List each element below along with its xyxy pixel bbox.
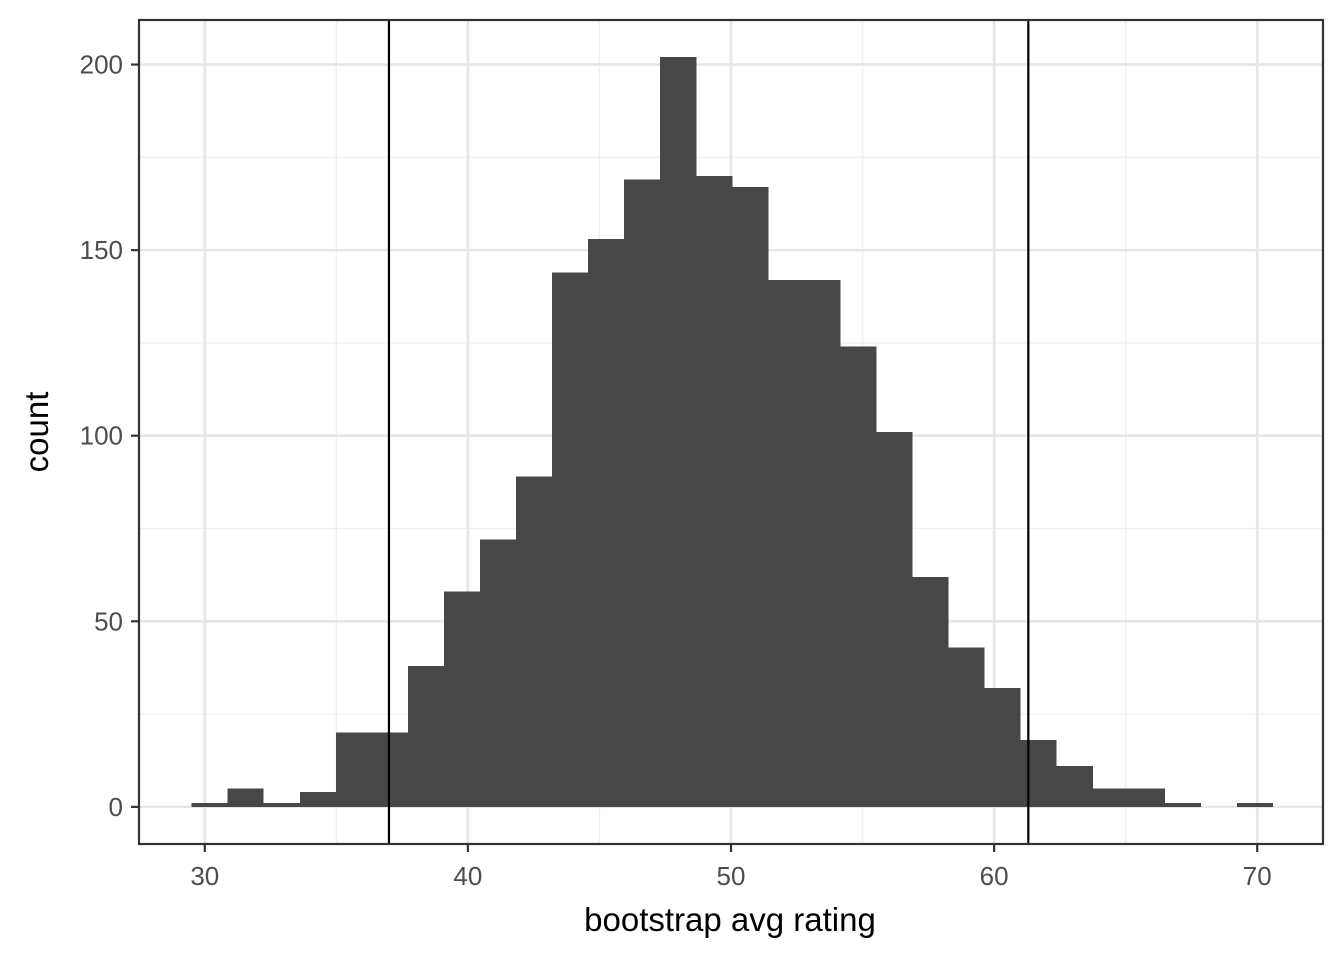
- interval-lines: [387, 20, 1030, 844]
- x-tick-label: 40: [453, 861, 482, 891]
- histogram-bar: [948, 647, 985, 807]
- histogram-bar: [335, 732, 372, 807]
- x-axis: 30 40 50 60 70: [190, 844, 1272, 891]
- x-tick-label: 50: [717, 861, 746, 891]
- histogram-bar: [1092, 788, 1129, 807]
- histogram-bar: [1236, 803, 1274, 807]
- histogram-bar: [696, 175, 733, 807]
- x-tick-label: 60: [980, 861, 1009, 891]
- histogram-bar: [660, 57, 697, 807]
- x-tick-label: 70: [1243, 861, 1272, 891]
- histogram-bar: [1164, 803, 1201, 807]
- histogram-bar: [588, 238, 625, 807]
- histogram-bar: [804, 279, 841, 807]
- histogram-bar: [407, 665, 444, 807]
- histogram-bar: [443, 591, 480, 807]
- histogram-bar: [552, 272, 589, 807]
- histogram-bar: [479, 539, 517, 807]
- histogram-bars: [191, 57, 1274, 807]
- histogram-bar: [299, 792, 336, 807]
- histogram-bar: [912, 576, 949, 807]
- x-tick-label: 30: [190, 861, 219, 891]
- histogram-bar: [876, 432, 913, 807]
- histogram-bar: [1128, 788, 1165, 807]
- histogram-bar: [227, 788, 264, 807]
- y-tick-label: 50: [94, 606, 123, 636]
- histogram-bar: [732, 187, 769, 807]
- histogram-bar: [1020, 740, 1057, 807]
- y-tick-label: 200: [80, 50, 123, 80]
- histogram-bar: [516, 476, 553, 807]
- histogram-bar: [263, 803, 300, 807]
- histogram-bar: [840, 346, 877, 807]
- y-tick-label: 0: [109, 792, 123, 822]
- histogram-bar: [768, 279, 805, 807]
- y-axis-title: count: [18, 392, 55, 473]
- y-axis: 0 50 100 150 200: [80, 50, 139, 822]
- histogram-bar: [984, 688, 1021, 807]
- y-tick-label: 150: [80, 235, 123, 265]
- x-axis-title: bootstrap avg rating: [584, 901, 876, 938]
- histogram-bar: [1056, 766, 1093, 807]
- histogram-bar: [191, 803, 228, 807]
- histogram-bar: [624, 179, 661, 807]
- y-tick-label: 100: [80, 421, 123, 451]
